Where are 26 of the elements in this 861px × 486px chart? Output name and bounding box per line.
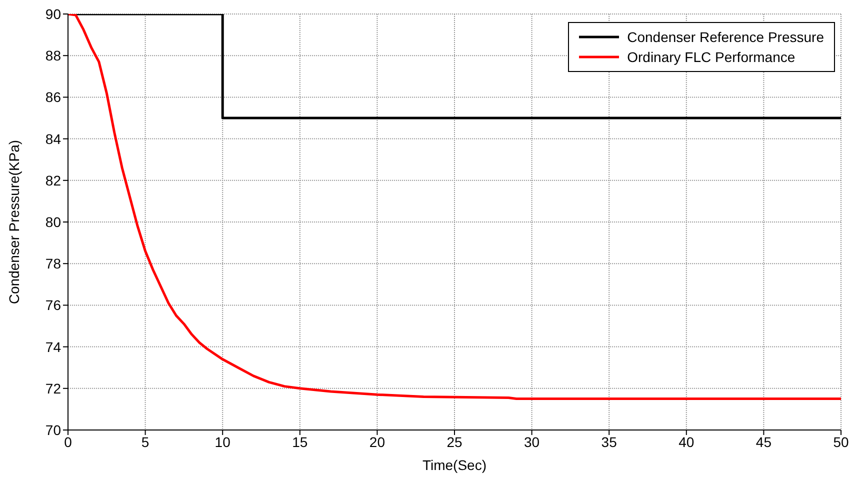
x-tick-label: 15 [292,434,308,450]
x-tick-label: 30 [524,434,540,450]
x-tick-label: 25 [446,434,462,450]
y-tick-label: 72 [45,380,62,396]
x-tick-label: 10 [214,434,231,450]
legend-label: Ordinary FLC Performance [627,48,796,67]
x-tick-label: 40 [678,434,694,450]
x-tick-label: 45 [756,434,772,450]
y-tick-label: 70 [45,422,62,438]
y-tick-label: 88 [45,48,62,64]
x-tick-label: 50 [833,434,849,450]
y-tick-label: 90 [45,6,62,22]
legend-label: Condenser Reference Pressure [627,28,824,47]
x-tick-label: 0 [64,434,72,450]
x-tick-label: 5 [141,434,150,450]
y-tick-label: 82 [45,172,62,188]
y-tick-label: 84 [45,130,62,147]
x-tick-label: 35 [601,434,618,450]
y-tick-label: 78 [45,256,62,272]
y-tick-label: 74 [45,338,62,355]
x-tick-label: 20 [369,434,386,450]
y-axis-title: Condenser Pressure(KPa) [6,140,22,304]
y-tick-label: 80 [45,214,62,230]
y-tick-label: 86 [45,89,62,106]
x-axis-title: Time(Sec) [422,456,487,473]
y-tick-label: 76 [45,297,62,314]
